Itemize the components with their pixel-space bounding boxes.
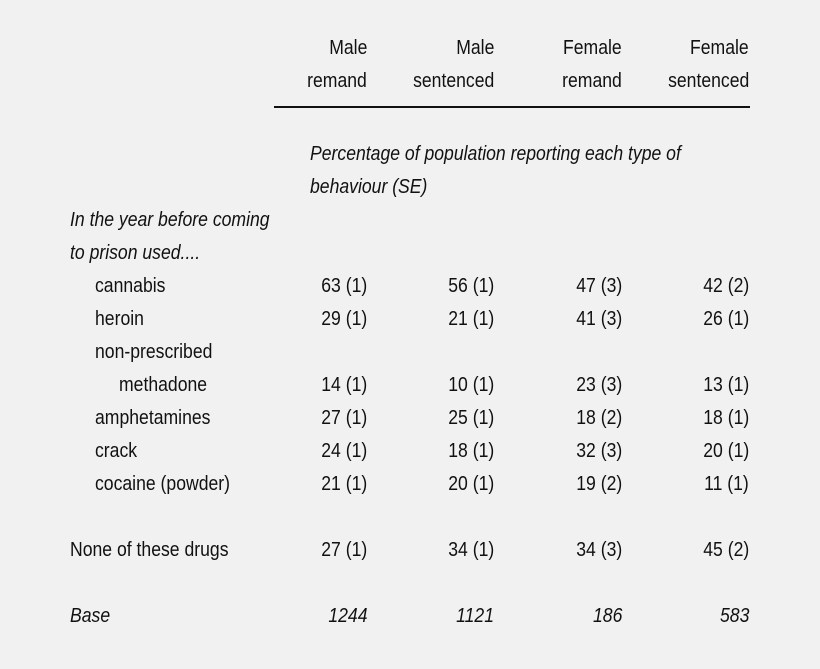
cell-none-female-sentenced: 45 (2) xyxy=(703,539,749,561)
cell-base-female-sentenced: 583 xyxy=(719,605,749,627)
cell-base-male-sentenced: 1121 xyxy=(456,605,494,627)
caption-line1: Percentage of population reporting each … xyxy=(310,143,681,165)
cell-cannabis-male-sentenced: 56 (1) xyxy=(448,275,494,297)
header-male-remand-line2: remand xyxy=(307,70,367,92)
cell-cocaine-female-remand: 19 (2) xyxy=(576,473,622,495)
section-heading-line2: to prison used.... xyxy=(70,242,201,264)
cell-crack-male-sentenced: 18 (1) xyxy=(448,440,494,462)
cell-heroin-female-remand: 41 (3) xyxy=(576,308,622,330)
row-label-cannabis: cannabis xyxy=(95,275,166,297)
cell-methadone-female-remand: 23 (3) xyxy=(576,374,622,396)
cell-none-male-remand: 27 (1) xyxy=(321,539,367,561)
row-label-cocaine: cocaine (powder) xyxy=(95,473,231,495)
cell-heroin-female-sentenced: 26 (1) xyxy=(703,308,749,330)
cell-crack-female-remand: 32 (3) xyxy=(576,440,622,462)
cell-crack-female-sentenced: 20 (1) xyxy=(703,440,749,462)
cell-base-male-remand: 1244 xyxy=(327,605,367,627)
cell-cocaine-female-sentenced: 11 (1) xyxy=(704,473,749,495)
cell-amphetamines-male-remand: 27 (1) xyxy=(321,407,367,429)
row-label-methadone: methadone xyxy=(119,374,208,396)
row-label-heroin: heroin xyxy=(95,308,144,330)
section-heading-line1: In the year before coming xyxy=(70,209,270,231)
row-label-none: None of these drugs xyxy=(70,539,229,561)
cell-crack-male-remand: 24 (1) xyxy=(321,440,367,462)
header-male-sentenced-line1: Male xyxy=(455,37,494,59)
cell-heroin-male-sentenced: 21 (1) xyxy=(448,308,494,330)
cell-none-female-remand: 34 (3) xyxy=(576,539,622,561)
row-label-crack: crack xyxy=(95,440,138,462)
header-male-remand-line1: Male xyxy=(328,37,367,59)
cell-base-female-remand: 186 xyxy=(592,605,622,627)
cell-methadone-female-sentenced: 13 (1) xyxy=(703,374,749,396)
cell-amphetamines-female-sentenced: 18 (1) xyxy=(703,407,749,429)
cell-cocaine-male-sentenced: 20 (1) xyxy=(448,473,494,495)
cell-cannabis-female-sentenced: 42 (2) xyxy=(703,275,749,297)
cell-amphetamines-female-remand: 18 (2) xyxy=(576,407,622,429)
cell-cannabis-male-remand: 63 (1) xyxy=(321,275,367,297)
row-label-amphetamines: amphetamines xyxy=(95,407,211,429)
row-label-base: Base xyxy=(70,605,111,627)
row-label-non-prescribed: non-prescribed xyxy=(95,341,213,363)
cell-cocaine-male-remand: 21 (1) xyxy=(321,473,367,495)
header-female-sentenced-line1: Female xyxy=(690,37,749,59)
header-female-remand-line2: remand xyxy=(562,70,622,92)
cell-amphetamines-male-sentenced: 25 (1) xyxy=(448,407,494,429)
cell-methadone-male-remand: 14 (1) xyxy=(321,374,367,396)
header-female-remand-line1: Female xyxy=(563,37,622,59)
header-rule xyxy=(274,106,750,108)
header-male-sentenced-line2: sentenced xyxy=(412,70,494,92)
cell-none-male-sentenced: 34 (1) xyxy=(448,539,494,561)
cell-methadone-male-sentenced: 10 (1) xyxy=(448,374,494,396)
header-female-sentenced-line2: sentenced xyxy=(667,70,749,92)
cell-cannabis-female-remand: 47 (3) xyxy=(576,275,622,297)
cell-heroin-male-remand: 29 (1) xyxy=(321,308,367,330)
caption-line2: behaviour (SE) xyxy=(310,176,428,198)
